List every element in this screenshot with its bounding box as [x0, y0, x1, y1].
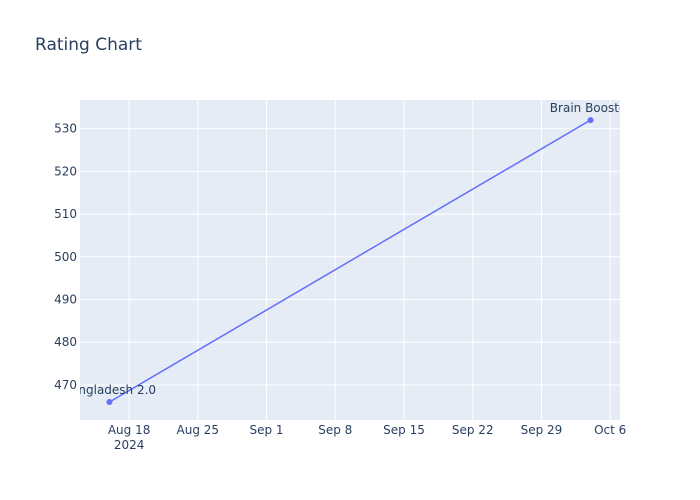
data-point[interactable]	[587, 117, 594, 124]
x-tick-label: Sep 1	[250, 423, 284, 437]
x-tick-label: Sep 22	[452, 423, 494, 437]
x-tick-label: Aug 25	[177, 423, 220, 437]
x-tick-label: Sep 15	[383, 423, 425, 437]
x-tick-label: Aug 18	[108, 423, 151, 437]
data-label: Bangladesh 2.0	[63, 383, 156, 397]
y-tick-label: 500	[54, 250, 77, 264]
y-tick-label: 470	[54, 378, 77, 392]
x-year-label: 2024	[114, 438, 145, 452]
x-tick-label: Oct 6	[594, 423, 626, 437]
x-tick-label: Sep 29	[521, 423, 563, 437]
data-point[interactable]	[106, 399, 113, 406]
y-tick-label: 480	[54, 335, 77, 349]
data-label: Brain Booster	[550, 101, 632, 115]
x-tick-label: Sep 8	[318, 423, 352, 437]
chart-title: Rating Chart	[35, 35, 142, 55]
y-tick-label: 490	[54, 293, 77, 307]
y-tick-label: 510	[54, 207, 77, 221]
y-tick-label: 530	[54, 122, 77, 136]
y-tick-label: 520	[54, 164, 77, 178]
series-line	[109, 119, 591, 403]
